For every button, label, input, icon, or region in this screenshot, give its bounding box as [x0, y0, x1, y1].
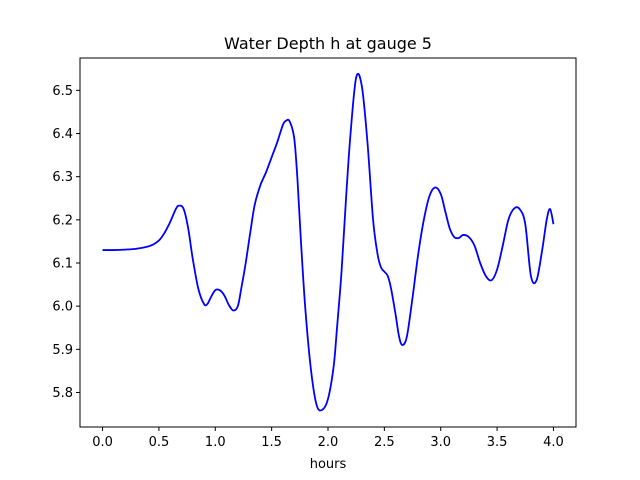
axes-frame	[79, 57, 577, 428]
y-tick-label: 5.9	[52, 343, 73, 358]
x-tick-label: 4.0	[543, 435, 564, 450]
x-tick-label: 2.0	[318, 435, 339, 450]
x-tick-label: 2.5	[374, 435, 395, 450]
x-tick-label: 0.0	[92, 435, 113, 450]
y-tick-label: 6.1	[52, 257, 73, 272]
y-tick-label: 6.3	[52, 170, 73, 185]
x-axis-label: hours	[310, 457, 347, 472]
y-tick-label: 6.5	[52, 84, 73, 99]
x-tick-label: 0.5	[149, 435, 170, 450]
x-tick-label: 3.5	[487, 435, 508, 450]
y-tick-label: 6.2	[52, 213, 73, 228]
y-tick-label: 5.8	[52, 386, 73, 401]
x-tick-label: 1.0	[205, 435, 226, 450]
plot-area	[102, 72, 555, 412]
x-tick-label: 3.0	[430, 435, 451, 450]
y-axis: 5.8 5.9 6.0 6.1 6.2 6.3 6.4 6.5	[52, 84, 80, 401]
chart-title: Water Depth h at gauge 5	[224, 34, 432, 53]
series-line	[102, 72, 555, 412]
x-axis: 0.0 0.5 1.0 1.5 2.0 2.5 3.0 3.5 4.0	[92, 427, 564, 450]
y-tick-label: 6.0	[52, 300, 73, 315]
x-tick-label: 1.5	[261, 435, 282, 450]
y-tick-label: 6.4	[52, 127, 73, 142]
